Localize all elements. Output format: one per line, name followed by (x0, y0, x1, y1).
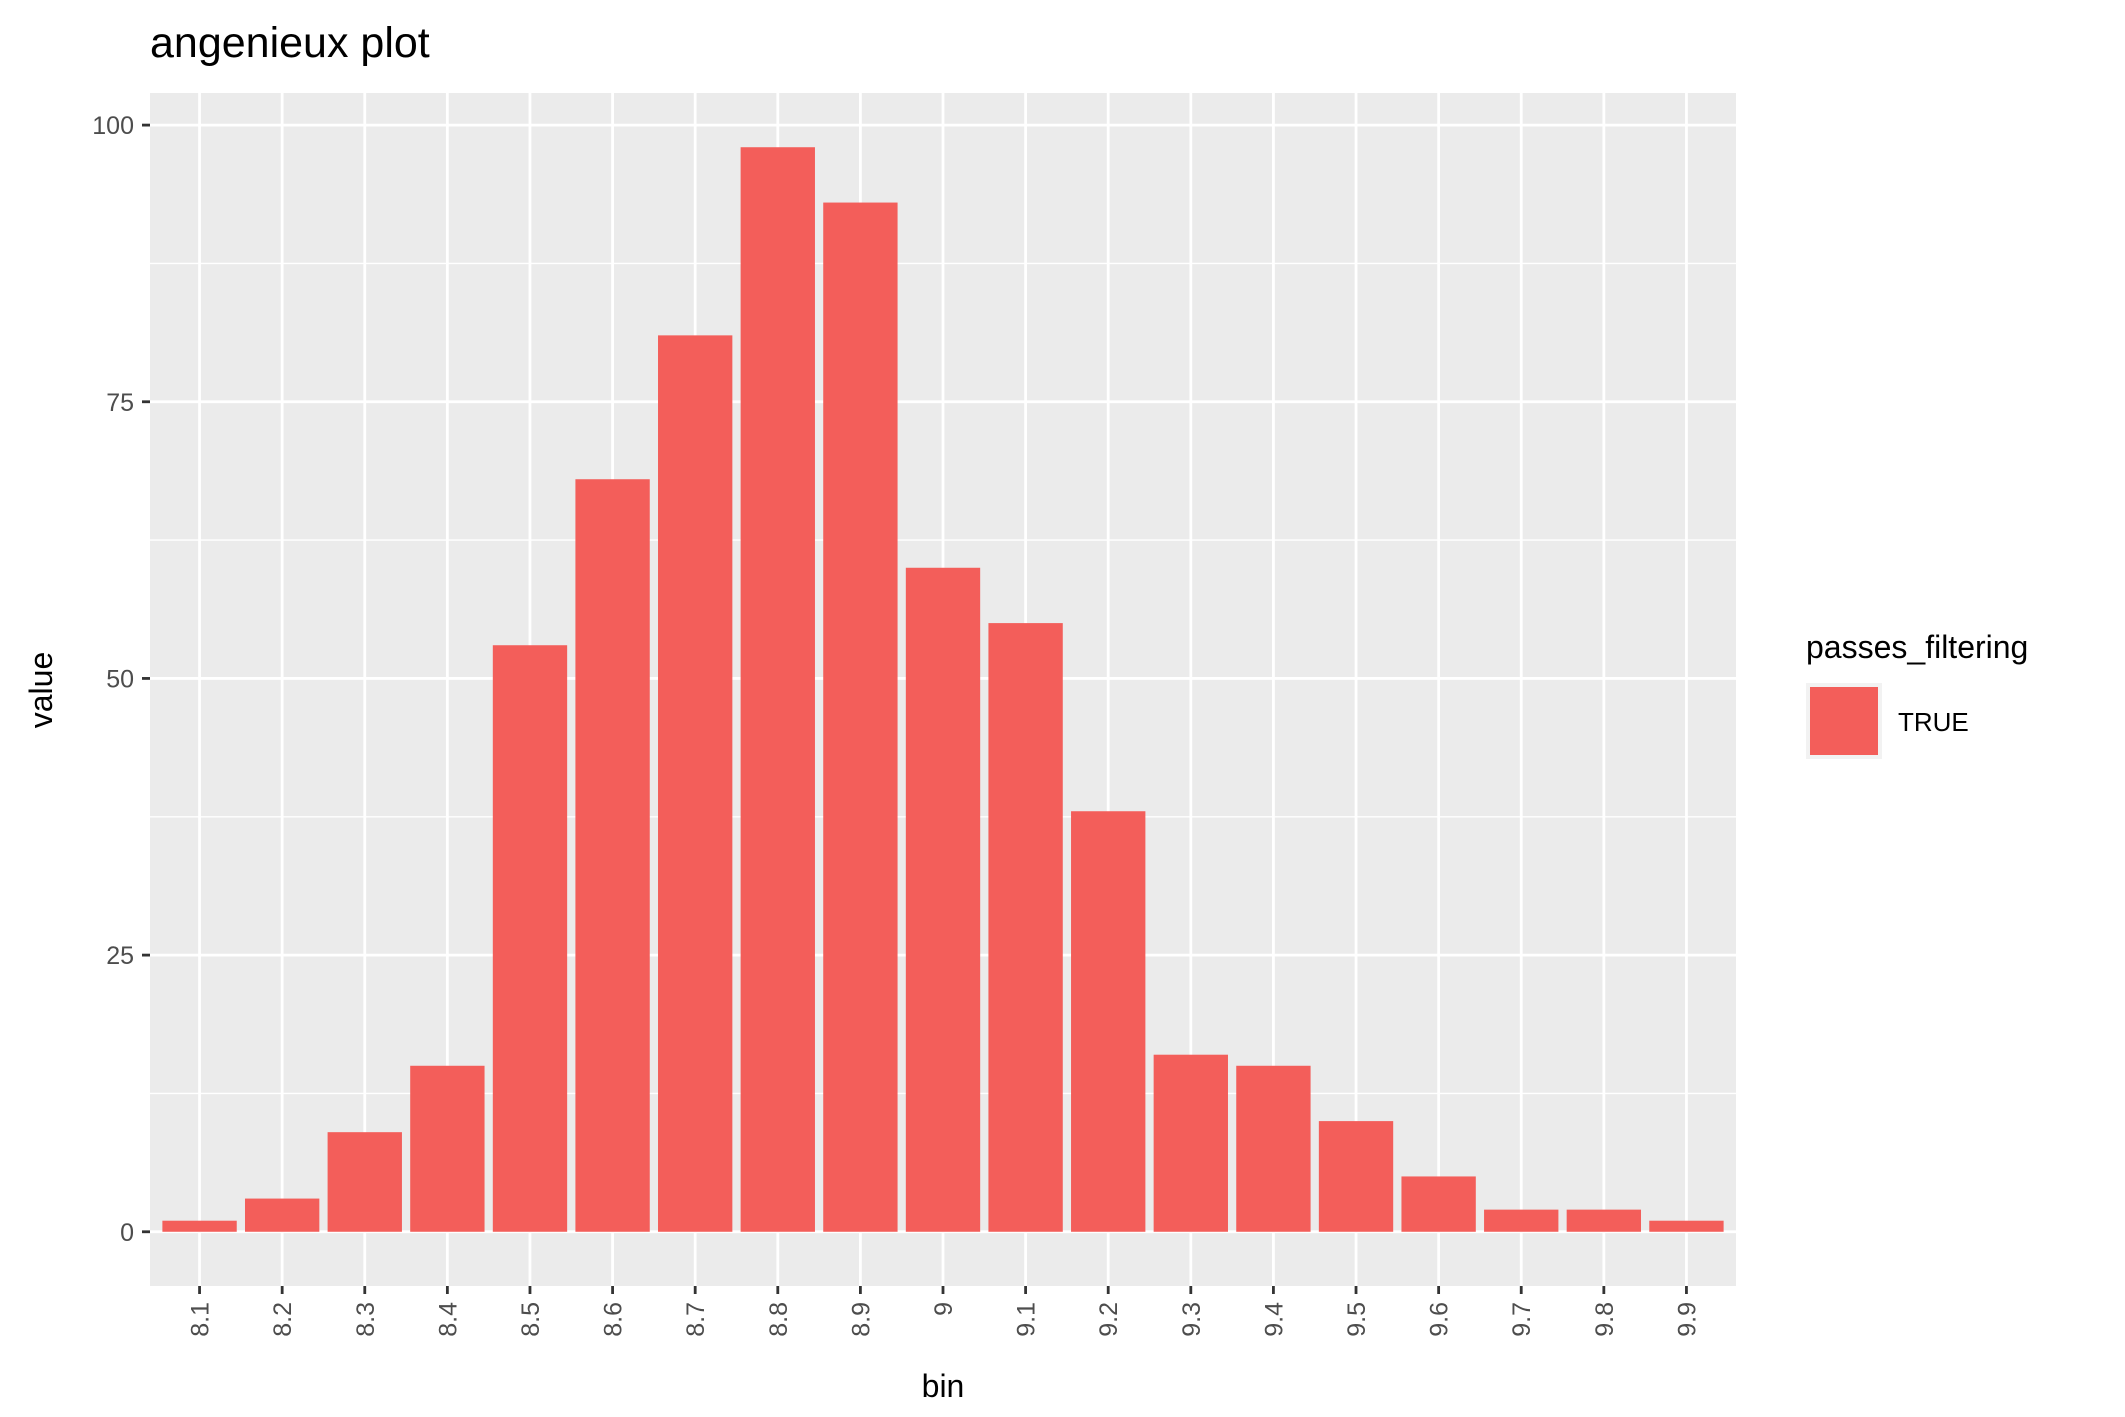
x-tick-label: 9.1 (1013, 1302, 1041, 1337)
y-tick-label: 100 (92, 112, 134, 140)
y-tick-label: 75 (106, 389, 134, 417)
bar-9.2 (1071, 811, 1146, 1232)
bar-8.3 (327, 1132, 402, 1232)
bar-9.9 (1649, 1220, 1724, 1232)
y-tick-label: 50 (106, 665, 134, 693)
legend-label-true: TRUE (1898, 707, 1969, 737)
legend: passes_filtering TRUE (1806, 629, 2028, 759)
bar-9.3 (1153, 1054, 1228, 1232)
x-tick-label: 8.1 (187, 1302, 215, 1337)
x-tick-label: 8.9 (847, 1302, 875, 1337)
x-tick-label: 9.5 (1343, 1302, 1371, 1337)
bar-8.2 (244, 1198, 320, 1232)
bar-9.7 (1484, 1209, 1559, 1232)
bar-8.9 (823, 202, 898, 1232)
x-tick-label: 8.3 (352, 1302, 380, 1337)
x-tick-label: 9.7 (1508, 1302, 1536, 1337)
bar-9 (905, 567, 981, 1232)
bar-8.5 (492, 645, 568, 1232)
legend-title: passes_filtering (1806, 629, 2028, 665)
x-axis-title: bin (922, 1368, 965, 1404)
x-tick-label: 9.9 (1673, 1302, 1701, 1337)
y-tick-label: 0 (120, 1219, 134, 1247)
x-tick-label: 8.5 (517, 1302, 545, 1337)
chart-title: angenieux plot (150, 19, 430, 67)
legend-key (1810, 687, 1878, 755)
x-tick-label: 9.4 (1260, 1302, 1288, 1337)
bars (162, 147, 1724, 1232)
bar-8.7 (658, 335, 733, 1232)
x-axis: 8.1 8.2 8.3 8.4 8.5 8.6 8.7 8.8 8.9 9 9.1 9.2 9.3 9.4… (187, 1286, 1701, 1337)
x-tick-label: 9.8 (1591, 1302, 1619, 1337)
y-axis: 0 25 50 75 100 (92, 112, 150, 1247)
x-tick-label: 8.8 (765, 1302, 793, 1337)
x-tick-label: 9.6 (1426, 1302, 1454, 1337)
bar-8.8 (740, 147, 815, 1232)
bar-8.4 (410, 1065, 485, 1232)
bar-9.1 (988, 623, 1063, 1232)
bar-8.1 (162, 1220, 237, 1232)
x-tick-label: 8.7 (682, 1302, 710, 1337)
x-tick-label: 9 (930, 1302, 958, 1316)
bar-8.6 (575, 479, 650, 1232)
bar-9.6 (1401, 1176, 1476, 1232)
y-tick-label: 25 (106, 942, 134, 970)
x-tick-label: 9.2 (1095, 1302, 1123, 1337)
y-axis-title: value (23, 652, 59, 729)
bar-9.5 (1318, 1121, 1394, 1232)
x-tick-label: 8.4 (434, 1302, 462, 1337)
bar-9.4 (1236, 1065, 1311, 1232)
x-tick-label: 8.6 (600, 1302, 628, 1337)
bar-9.8 (1566, 1209, 1642, 1232)
x-tick-label: 8.2 (269, 1302, 297, 1337)
x-tick-label: 9.3 (1178, 1302, 1206, 1337)
